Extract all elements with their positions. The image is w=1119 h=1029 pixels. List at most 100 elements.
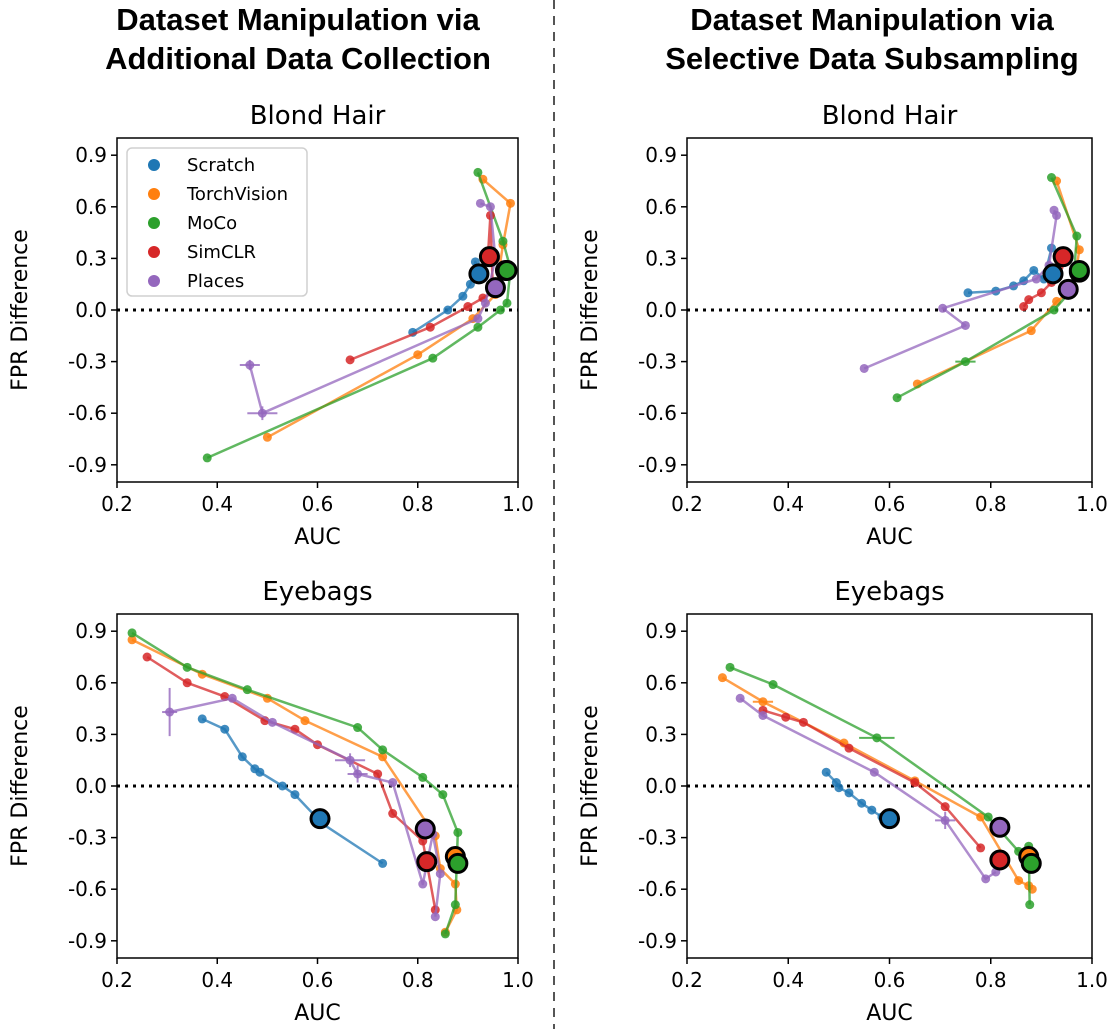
series-line [739,697,997,881]
panel-title: Blond Hair [250,101,386,131]
data-point [857,798,867,808]
y-tick-label: -0.9 [68,929,107,953]
series-line [146,655,437,911]
x-axis-label: AUC [294,1001,341,1026]
highlight-point [484,277,506,299]
data-point [197,714,207,724]
data-point [869,767,879,777]
data-point [1025,900,1035,910]
y-axis-label: FPR Difference [578,229,603,391]
data-point [142,652,152,662]
data-point [435,869,445,879]
y-tick-label: 0.6 [645,195,677,219]
data-point [345,355,355,365]
data-point [227,693,237,703]
x-tick-label: 0.4 [201,968,233,992]
data-point [485,202,495,212]
data-point [981,874,991,884]
legend-entry: Scratch [148,155,255,176]
y-tick-label: 0.6 [75,671,107,695]
highlight-point [416,851,438,873]
x-tick-label: 0.4 [772,492,804,516]
x-tick-label: 0.2 [101,492,133,516]
column-titles: Dataset Manipulation via Additional Data … [105,2,1079,76]
data-point [345,755,355,765]
data-point [373,769,383,779]
series-simclr [345,210,498,365]
y-tick-label: -0.9 [638,929,677,953]
data-point [182,678,192,688]
data-point [438,790,448,800]
chart-panel: Eyebags 0.2 0.4 0.6 0.8 1.0 0.9 0.6 0.3 0.0 -0.3 -0… [578,577,1108,1026]
data-point [1024,295,1034,305]
data-point [768,680,778,690]
series-places [239,198,500,421]
y-tick-label: 0.9 [645,143,677,167]
data-point [458,291,468,301]
legend-entry: SimCLR [148,242,256,263]
y-tick-label: 0.0 [75,298,107,322]
series-places [735,693,1001,884]
data-point [473,314,483,324]
data-point [237,752,247,762]
y-tick-label: -0.6 [638,401,677,425]
data-point [202,453,212,463]
data-point [353,723,363,733]
data-point [257,408,267,418]
data-point [983,812,993,822]
data-point [290,790,300,800]
legend-marker [148,246,160,258]
data-point [220,724,230,734]
series-moco [127,628,463,939]
data-point [798,717,808,727]
data-point [267,717,277,727]
highlight-point [989,849,1011,871]
y-tick-label: 0.6 [645,671,677,695]
highlight-point [1052,246,1074,268]
x-axis-label: AUC [866,1001,913,1026]
data-point [378,752,388,762]
data-point [127,635,137,645]
highlight-point [1042,263,1064,285]
data-point [859,363,869,373]
legend: Scratch TorchVision MoCo SimCLR Places [126,147,308,297]
data-point [262,432,272,442]
data-point [725,662,735,672]
series-torchvision [717,673,1037,894]
data-point [127,628,137,638]
y-tick-label: 0.0 [75,774,107,798]
data-point [182,662,192,672]
data-point [378,745,388,755]
data-point [425,322,435,332]
data-point [453,827,463,837]
data-point [1014,876,1024,886]
y-axis-label: FPR Difference [8,229,33,391]
data-point [502,298,512,308]
data-point [480,298,490,308]
x-tick-label: 0.2 [671,492,703,516]
data-point [844,788,854,798]
x-tick-label: 1.0 [502,492,534,516]
data-point [495,305,505,315]
y-tick-label: 0.3 [645,722,677,746]
data-point [388,809,398,819]
y-tick-label: 0.9 [75,143,107,167]
series-scratch [197,714,388,868]
y-tick-label: 0.3 [75,722,107,746]
x-tick-label: 0.6 [874,492,906,516]
data-point [428,353,438,363]
x-tick-label: 0.6 [302,492,334,516]
legend-marker [148,159,160,171]
data-point [450,900,460,910]
data-point [1029,265,1039,275]
legend-label: Places [187,271,244,292]
series-line [863,209,1058,370]
y-tick-label: 0.0 [645,298,677,322]
data-point [1026,326,1036,336]
data-point [1019,302,1029,312]
data-point [473,167,483,177]
y-tick-label: -0.3 [68,826,107,850]
x-tick-label: 0.8 [975,968,1007,992]
x-tick-label: 0.8 [975,492,1007,516]
